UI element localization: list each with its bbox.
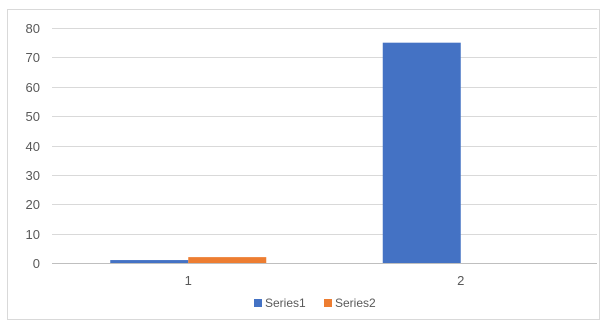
y-tick-label: 70: [26, 50, 40, 65]
bar-series1-1: [110, 260, 189, 263]
bar-series1-2: [382, 42, 461, 263]
x-tick-label: 1: [185, 273, 192, 288]
y-tick-label: 80: [26, 21, 40, 36]
gridlines: [52, 28, 597, 264]
y-tick-label: 60: [26, 80, 40, 95]
legend-label-series1: Series1: [265, 296, 306, 310]
y-tick-label: 10: [26, 227, 40, 242]
legend-label-series2: Series2: [335, 296, 376, 310]
legend-swatch-series2: [324, 299, 332, 307]
y-tick-label: 0: [33, 256, 40, 271]
y-tick-label: 50: [26, 109, 40, 124]
legend: Series1 Series2: [254, 296, 376, 310]
y-tick-label: 20: [26, 197, 40, 212]
chart-area: [7, 9, 600, 320]
x-tick-label: 2: [457, 273, 464, 288]
y-tick-label: 30: [26, 168, 40, 183]
y-tick-label: 40: [26, 139, 40, 154]
y-axis-ticks: 0 10 20 30 40 50 60 70 80: [26, 21, 40, 271]
bar-series2-1: [188, 257, 267, 263]
legend-swatch-series1: [254, 299, 262, 307]
bars: [110, 42, 461, 263]
